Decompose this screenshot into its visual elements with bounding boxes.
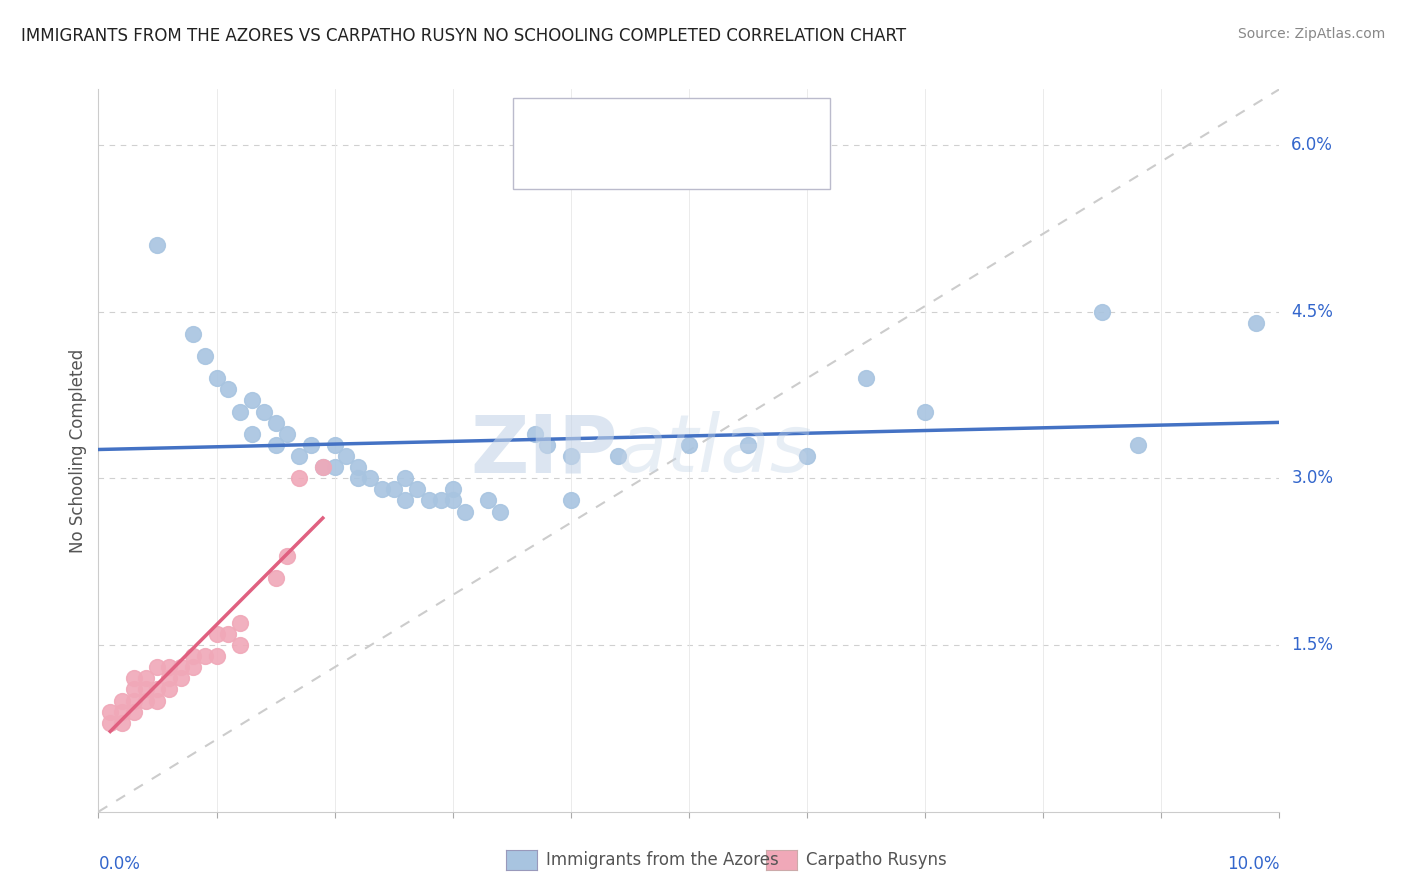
- Point: [135, 693, 157, 707]
- Point: [430, 493, 453, 508]
- Point: [135, 671, 157, 685]
- Point: [217, 382, 239, 396]
- Point: [678, 438, 700, 452]
- Point: [229, 404, 252, 418]
- Text: 46: 46: [695, 122, 717, 140]
- Point: [737, 438, 759, 452]
- Point: [122, 671, 145, 685]
- Point: [181, 326, 204, 341]
- Text: 6.0%: 6.0%: [1291, 136, 1333, 153]
- Point: [288, 449, 311, 463]
- Point: [122, 693, 145, 707]
- Point: [394, 493, 416, 508]
- Point: [181, 660, 204, 674]
- Point: [347, 460, 370, 475]
- Point: [205, 627, 228, 641]
- Point: [253, 404, 276, 418]
- Text: atlas: atlas: [619, 411, 813, 490]
- Point: [205, 371, 228, 385]
- Point: [418, 493, 440, 508]
- Point: [170, 671, 193, 685]
- Text: Carpatho Rusyns: Carpatho Rusyns: [806, 851, 946, 869]
- Text: N =: N =: [664, 122, 700, 140]
- Text: Source: ZipAtlas.com: Source: ZipAtlas.com: [1237, 27, 1385, 41]
- Point: [312, 460, 335, 475]
- Point: [276, 549, 298, 563]
- Point: [560, 449, 582, 463]
- Point: [1091, 304, 1114, 318]
- Point: [288, 471, 311, 485]
- Text: R =: R =: [579, 122, 616, 140]
- Point: [98, 705, 121, 719]
- Point: [347, 471, 370, 485]
- Point: [240, 393, 263, 408]
- Point: [229, 638, 252, 652]
- Point: [157, 671, 180, 685]
- Text: 0.409: 0.409: [610, 160, 662, 178]
- Point: [146, 660, 169, 674]
- Point: [276, 426, 298, 441]
- Point: [441, 483, 464, 497]
- Point: [111, 715, 134, 730]
- Point: [453, 505, 475, 519]
- Point: [98, 715, 121, 730]
- Point: [264, 571, 287, 585]
- Point: [382, 483, 405, 497]
- Text: 4.5%: 4.5%: [1291, 302, 1333, 320]
- Point: [135, 682, 157, 697]
- Point: [914, 404, 936, 418]
- Text: 0.0%: 0.0%: [98, 855, 141, 873]
- Point: [264, 438, 287, 452]
- Point: [111, 705, 134, 719]
- Point: [607, 449, 630, 463]
- Point: [441, 493, 464, 508]
- Point: [146, 237, 169, 252]
- Point: [157, 660, 180, 674]
- Point: [146, 682, 169, 697]
- Point: [194, 649, 217, 664]
- Point: [217, 627, 239, 641]
- Point: [359, 471, 381, 485]
- Text: 1.5%: 1.5%: [1291, 636, 1333, 654]
- Point: [181, 649, 204, 664]
- Text: IMMIGRANTS FROM THE AZORES VS CARPATHO RUSYN NO SCHOOLING COMPLETED CORRELATION : IMMIGRANTS FROM THE AZORES VS CARPATHO R…: [21, 27, 907, 45]
- Point: [323, 438, 346, 452]
- Point: [240, 426, 263, 441]
- Point: [536, 438, 558, 452]
- Point: [1244, 316, 1267, 330]
- Point: [229, 615, 252, 630]
- Point: [312, 460, 335, 475]
- Point: [335, 449, 357, 463]
- Text: R =: R =: [579, 160, 616, 178]
- Point: [122, 682, 145, 697]
- Point: [394, 471, 416, 485]
- Text: 0.341: 0.341: [610, 122, 662, 140]
- Point: [194, 349, 217, 363]
- Point: [146, 693, 169, 707]
- Text: Immigrants from the Azores: Immigrants from the Azores: [546, 851, 779, 869]
- Point: [157, 682, 180, 697]
- Point: [170, 660, 193, 674]
- Point: [477, 493, 499, 508]
- Point: [1126, 438, 1149, 452]
- Text: 10.0%: 10.0%: [1227, 855, 1279, 873]
- Y-axis label: No Schooling Completed: No Schooling Completed: [69, 349, 87, 552]
- Point: [489, 505, 512, 519]
- Point: [524, 426, 547, 441]
- Point: [323, 460, 346, 475]
- Point: [560, 493, 582, 508]
- Text: 32: 32: [695, 160, 718, 178]
- Point: [205, 649, 228, 664]
- Point: [406, 483, 429, 497]
- Point: [264, 416, 287, 430]
- Point: [111, 693, 134, 707]
- Point: [371, 483, 394, 497]
- Point: [796, 449, 818, 463]
- Text: 3.0%: 3.0%: [1291, 469, 1333, 487]
- Text: N =: N =: [664, 160, 700, 178]
- Point: [855, 371, 877, 385]
- Point: [299, 438, 322, 452]
- Point: [122, 705, 145, 719]
- Text: ZIP: ZIP: [471, 411, 619, 490]
